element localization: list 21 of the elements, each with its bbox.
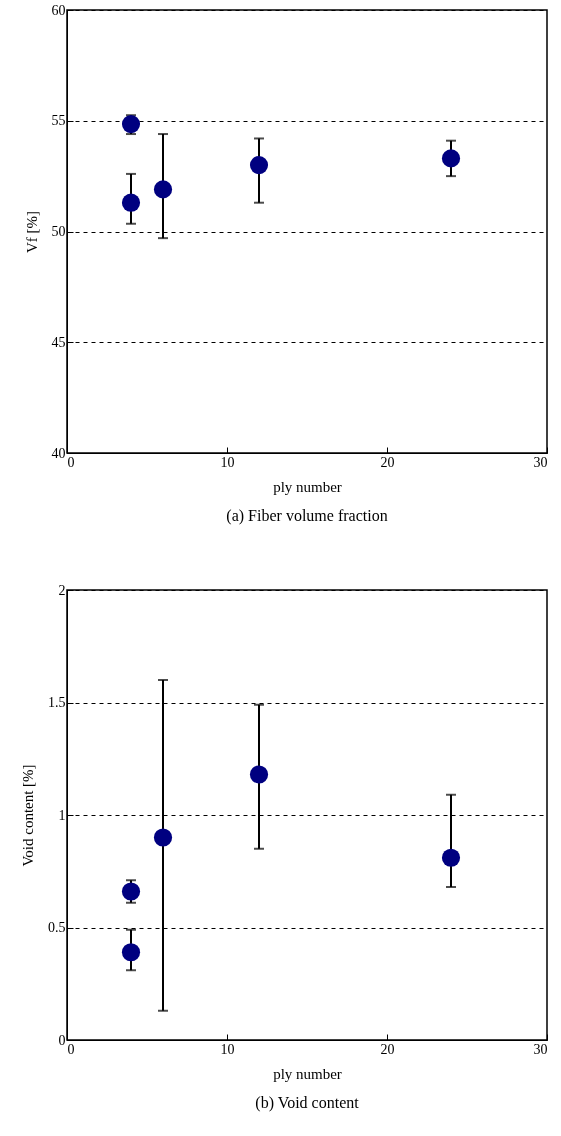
x-tick-label: 10: [220, 1041, 235, 1057]
x-tick-label: 20: [380, 454, 395, 470]
x-axis-title: ply number: [273, 1065, 342, 1082]
x-tick-label: 10: [220, 454, 235, 470]
y-axis-title: Void content [%]: [20, 764, 36, 867]
y-tick-label: 55: [51, 113, 66, 129]
y-tick-label: 1.5: [48, 695, 66, 710]
y-tick-label: 45: [51, 334, 66, 350]
x-tick-label: 30: [533, 1041, 548, 1057]
y-tick-label: 1: [58, 807, 66, 823]
y-axis-title: Vf [%]: [23, 210, 40, 254]
text: (a) Fiber volume fraction: [226, 507, 388, 525]
y-tick-label: 0.5: [48, 920, 66, 935]
y-tick-label: 40: [51, 445, 66, 461]
y-tick-label: 50: [51, 224, 66, 239]
x-tick-label: 30: [533, 454, 548, 470]
x-axis-title: ply number: [273, 478, 342, 495]
x-tick-label: 20: [380, 1041, 395, 1057]
y-tick-label: 2: [58, 582, 66, 598]
y-tick-label: 60: [51, 2, 66, 18]
text: (b) Void content: [255, 1094, 360, 1112]
